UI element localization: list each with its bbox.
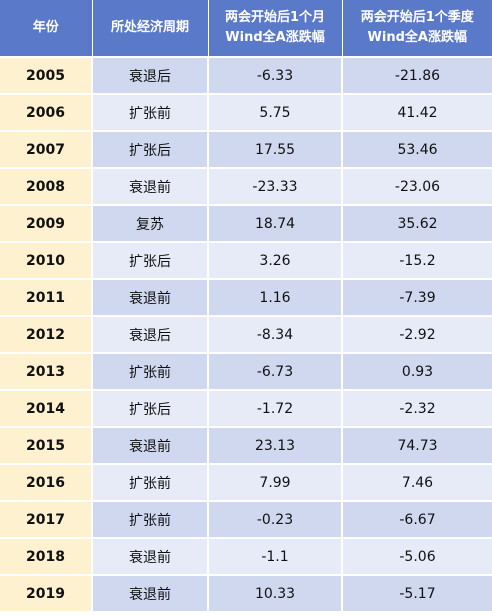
year-cell: 2010 (0, 241, 93, 279)
stage-cell: 扩张前 (92, 463, 209, 501)
stage-cell: 扩张后 (92, 241, 209, 279)
year-cell: 2007 (0, 130, 93, 168)
month-change-cell: 10.33 (208, 574, 343, 611)
table-row: 2007 扩张后 17.55 53.46 (0, 130, 492, 168)
quarter-change-cell: 41.42 (342, 93, 492, 131)
year-cell: 2008 (0, 167, 93, 205)
year-cell: 2016 (0, 463, 93, 501)
month-change-cell: 18.74 (208, 204, 343, 242)
stage-cell: 衰退前 (92, 167, 209, 205)
quarter-change-cell: -5.06 (342, 537, 492, 575)
table-row: 2017 扩张前 -0.23 -6.67 (0, 500, 492, 538)
year-cell: 2006 (0, 93, 93, 131)
table-row: 2012 衰退后 -8.34 -2.92 (0, 315, 492, 353)
quarter-change-cell: 35.62 (342, 204, 492, 242)
table-row: 2006 扩张前 5.75 41.42 (0, 93, 492, 131)
year-cell: 2011 (0, 278, 93, 316)
quarter-change-cell: -15.2 (342, 241, 492, 279)
year-cell: 2013 (0, 352, 93, 390)
table-row: 2016 扩张前 7.99 7.46 (0, 463, 492, 501)
month-change-cell: -23.33 (208, 167, 343, 205)
stage-cell: 扩张前 (92, 500, 209, 538)
stage-cell: 衰退后 (92, 56, 209, 94)
month-change-cell: -0.23 (208, 500, 343, 538)
header-row: 年份 所处经济周期 两会开始后1个月 Wind全A涨跌幅 两会开始后1个季度 W… (0, 0, 492, 57)
stage-cell: 扩张前 (92, 93, 209, 131)
month-change-cell: -1.72 (208, 389, 343, 427)
month-change-cell: 3.26 (208, 241, 343, 279)
month-change-cell: -8.34 (208, 315, 343, 353)
stage-cell: 扩张后 (92, 389, 209, 427)
header-year: 年份 (0, 0, 93, 57)
quarter-change-cell: -2.32 (342, 389, 492, 427)
table-row: 2011 衰退前 1.16 -7.39 (0, 278, 492, 316)
year-cell: 2012 (0, 315, 93, 353)
month-change-cell: 5.75 (208, 93, 343, 131)
table-row: 2019 衰退前 10.33 -5.17 (0, 574, 492, 611)
month-change-cell: 7.99 (208, 463, 343, 501)
quarter-change-cell: -6.67 (342, 500, 492, 538)
year-cell: 2015 (0, 426, 93, 464)
table-row: 2018 衰退前 -1.1 -5.06 (0, 537, 492, 575)
table-row: 2015 衰退前 23.13 74.73 (0, 426, 492, 464)
header-quarter-change: 两会开始后1个季度 Wind全A涨跌幅 (342, 0, 492, 57)
month-change-cell: -6.73 (208, 352, 343, 390)
header-month-change: 两会开始后1个月 Wind全A涨跌幅 (208, 0, 343, 57)
quarter-change-cell: 53.46 (342, 130, 492, 168)
quarter-change-cell: 0.93 (342, 352, 492, 390)
table-row: 2013 扩张前 -6.73 0.93 (0, 352, 492, 390)
table-row: 2014 扩张后 -1.72 -2.32 (0, 389, 492, 427)
stage-cell: 复苏 (92, 204, 209, 242)
stage-cell: 衰退前 (92, 537, 209, 575)
month-change-cell: 23.13 (208, 426, 343, 464)
quarter-change-cell: -23.06 (342, 167, 492, 205)
month-change-cell: -6.33 (208, 56, 343, 94)
stage-cell: 衰退后 (92, 315, 209, 353)
table-row: 2009 复苏 18.74 35.62 (0, 204, 492, 242)
year-cell: 2019 (0, 574, 93, 611)
stage-cell: 扩张前 (92, 352, 209, 390)
quarter-change-cell: -21.86 (342, 56, 492, 94)
year-cell: 2014 (0, 389, 93, 427)
stage-cell: 衰退前 (92, 574, 209, 611)
table-row: 2008 衰退前 -23.33 -23.06 (0, 167, 492, 205)
header-stage: 所处经济周期 (92, 0, 209, 57)
year-cell: 2017 (0, 500, 93, 538)
table-row: 2005 衰退后 -6.33 -21.86 (0, 56, 492, 94)
quarter-change-cell: -5.17 (342, 574, 492, 611)
month-change-cell: 17.55 (208, 130, 343, 168)
quarter-change-cell: -2.92 (342, 315, 492, 353)
table-body: 2005 衰退后 -6.33 -21.86 2006 扩张前 5.75 41.42 2007 扩张… (0, 56, 492, 611)
quarter-change-cell: 74.73 (342, 426, 492, 464)
stage-cell: 扩张后 (92, 130, 209, 168)
table-row: 2010 扩张后 3.26 -15.2 (0, 241, 492, 279)
year-cell: 2009 (0, 204, 93, 242)
month-change-cell: -1.1 (208, 537, 343, 575)
stage-cell: 衰退前 (92, 426, 209, 464)
month-change-cell: 1.16 (208, 278, 343, 316)
stage-cell: 衰退前 (92, 278, 209, 316)
year-cell: 2018 (0, 537, 93, 575)
year-cell: 2005 (0, 56, 93, 94)
quarter-change-cell: 7.46 (342, 463, 492, 501)
quarter-change-cell: -7.39 (342, 278, 492, 316)
